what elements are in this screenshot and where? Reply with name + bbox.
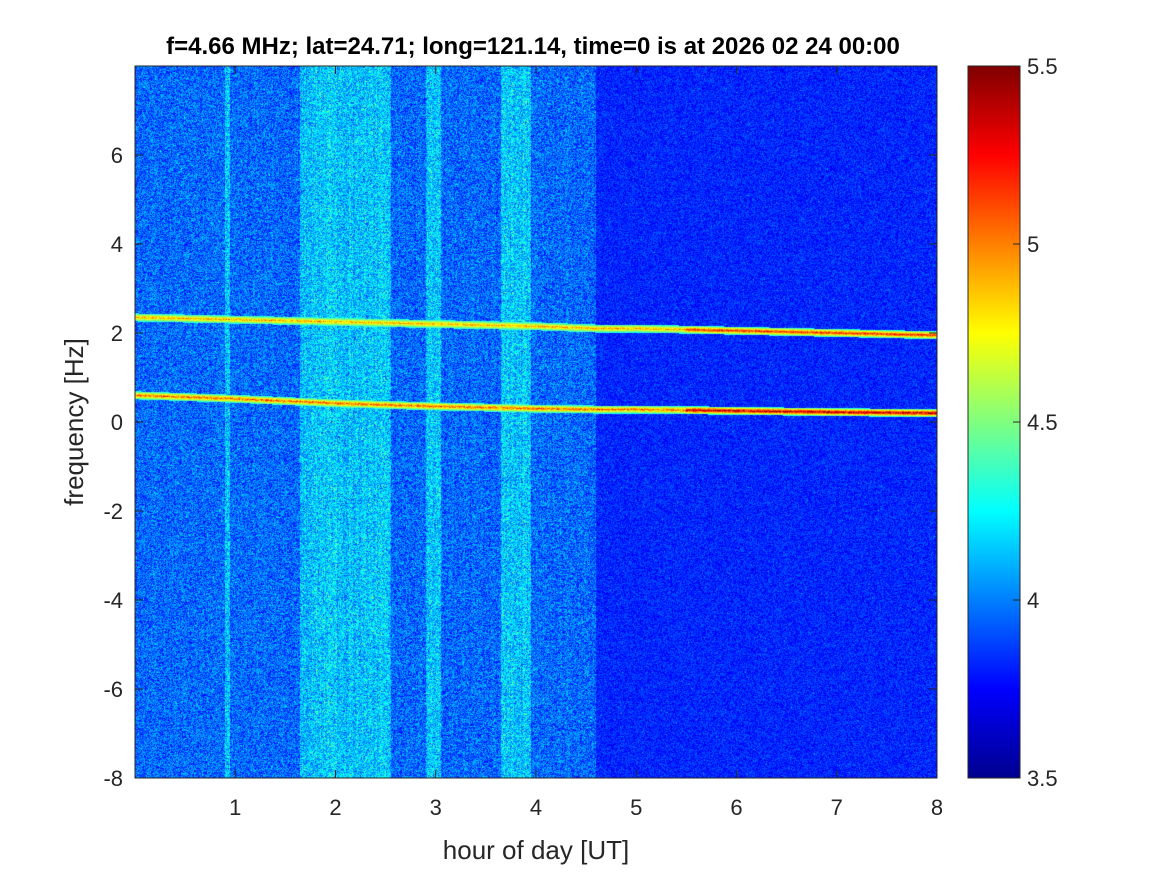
- y-tick-label: 2: [111, 321, 123, 346]
- y-tick-label: -6: [103, 677, 123, 702]
- y-tick-label: -8: [103, 766, 123, 791]
- colorbar-gradient: [967, 65, 1021, 779]
- spectrogram-heatmap: [135, 66, 937, 778]
- colorbar-tick-label: 4.5: [1027, 410, 1058, 435]
- x-tick-label: 8: [931, 795, 943, 820]
- y-tick-label: -4: [103, 588, 123, 613]
- colorbar-tick-label: 5: [1027, 232, 1039, 257]
- y-axis-label: frequency [Hz]: [59, 338, 89, 506]
- colorbar-ticks: 3.5 4 4.5 5 5.5: [1013, 54, 1058, 791]
- colorbar: 3.5 4 4.5 5 5.5: [967, 54, 1058, 791]
- x-tick-label: 3: [430, 795, 442, 820]
- colorbar-tick-label: 4: [1027, 588, 1039, 613]
- y-tick-label: -2: [103, 499, 123, 524]
- x-tick-label: 6: [730, 795, 742, 820]
- x-tick-label: 4: [530, 795, 542, 820]
- x-axis-label: hour of day [UT]: [443, 835, 629, 865]
- y-tick-label: 4: [111, 232, 123, 257]
- chart-title: f=4.66 MHz; lat=24.71; long=121.14, time…: [166, 33, 900, 60]
- x-tick-label: 5: [630, 795, 642, 820]
- x-axis: 1 2 3 4 5 6 7 8: [229, 66, 943, 820]
- y-tick-label: 0: [111, 410, 123, 435]
- colorbar-tick-label: 5.5: [1027, 54, 1058, 79]
- y-axis: -8 -6 -4 -2 0 2 4 6: [103, 143, 937, 791]
- x-tick-label: 1: [229, 795, 241, 820]
- y-tick-label: 6: [111, 143, 123, 168]
- colorbar-tick-label: 3.5: [1027, 766, 1058, 791]
- x-tick-label: 2: [329, 795, 341, 820]
- plot-area: [134, 65, 938, 779]
- x-tick-label: 7: [831, 795, 843, 820]
